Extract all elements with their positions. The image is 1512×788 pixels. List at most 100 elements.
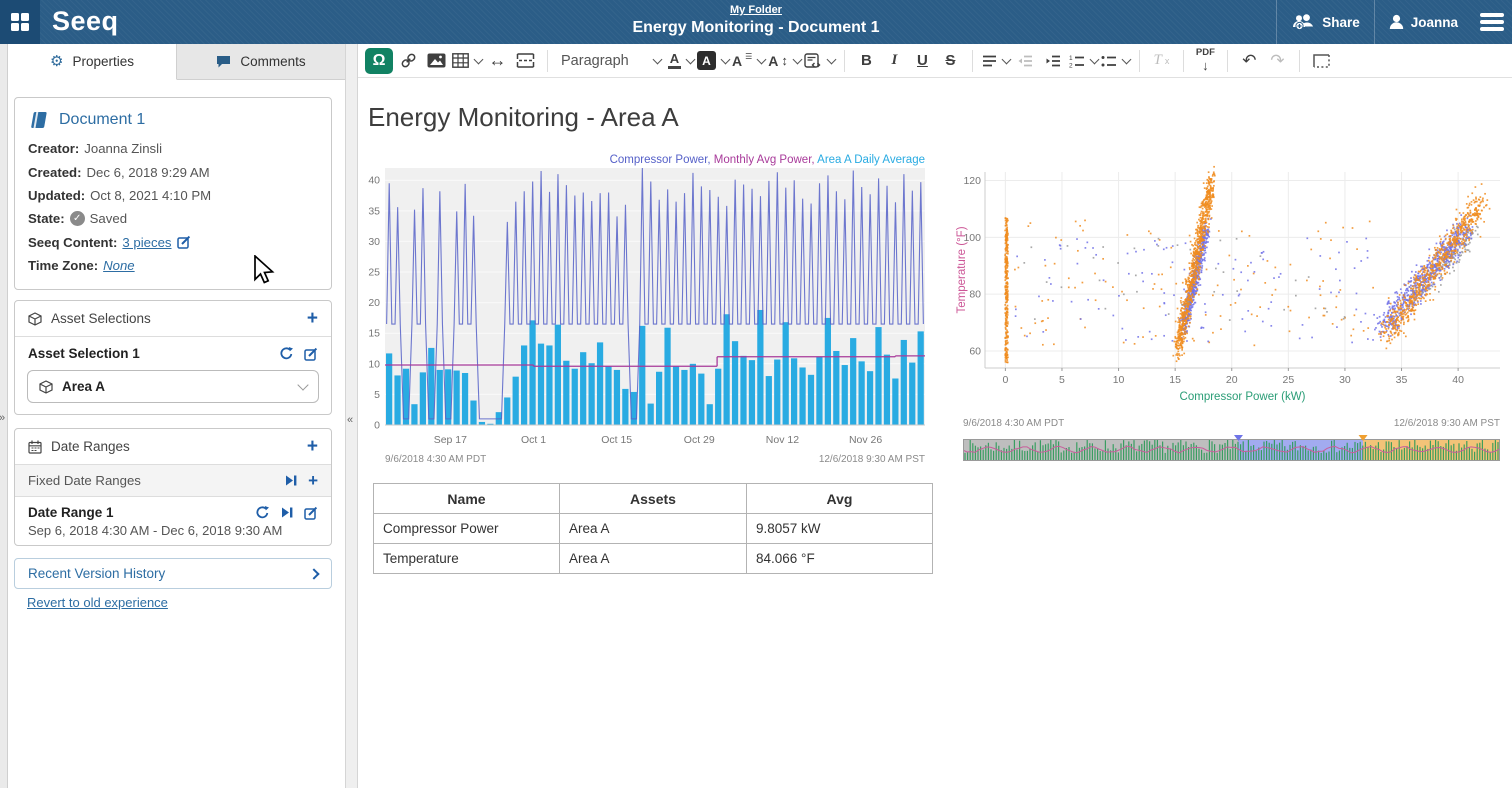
underline-button[interactable]: U [917,52,928,69]
add-asset-selection-button[interactable]: + [306,308,318,329]
svg-text:2: 2 [1069,62,1073,68]
toolbar-divider [971,49,973,72]
asset-selections-header: Asset Selections + [15,301,331,337]
revert-link[interactable]: Revert to old experience [27,595,168,610]
svg-text:100: 100 [963,232,981,244]
step-to-end-icon[interactable] [280,506,294,519]
hamburger-menu-button[interactable] [1480,13,1504,31]
export-pdf-button[interactable]: PDF ↓ [1195,46,1215,74]
chevron-down-icon [685,54,696,64]
svg-text:Oct 29: Oct 29 [684,434,715,446]
bar-chart[interactable]: 0 5 10 15 20 25 30 35 40 Sep 17 Oct 1 Oct 15 Oct 29 N… [360,150,935,470]
table-row: Temperature Area A 84.066 °F [373,543,933,574]
italic-button[interactable]: I [891,52,898,68]
sidebar-tabs: ⚙ Properties Comments [8,44,345,80]
svg-text:Temperature (°F): Temperature (°F) [956,226,968,313]
svg-text:Oct 15: Oct 15 [601,434,632,446]
bullet-list-button[interactable] [1101,48,1132,74]
edit-icon[interactable] [304,347,318,361]
breadcrumb[interactable]: My Folder [730,4,782,16]
strikethrough-button[interactable]: S [945,52,956,69]
svg-text:15: 15 [368,328,380,340]
user-menu[interactable]: Joanna [1389,14,1458,30]
asset-dropdown-value: Area A [62,379,106,394]
refresh-icon[interactable] [255,505,270,520]
document-editor: Ω [358,44,1512,788]
add-date-range-button[interactable]: + [306,436,318,457]
refresh-icon[interactable] [279,346,294,361]
scatter-start-date: 9/6/2018 4:30 AM PDT [963,418,1065,429]
svg-text:Compressor Power, Monthly Avg: Compressor Power, Monthly Avg Power, Are… [610,154,925,166]
svg-text:Oct 1: Oct 1 [521,434,546,446]
paragraph-style-dropdown[interactable]: Paragraph [557,48,665,74]
edit-icon[interactable] [176,235,191,249]
left-collapse-rail[interactable]: » [0,44,8,788]
toolbar-divider [843,49,845,72]
timeline-strip[interactable] [963,435,1500,462]
share-button[interactable]: Share [1291,13,1360,31]
edit-icon[interactable] [304,506,318,520]
editor-toolbar: Ω [358,44,1512,78]
svg-text:35: 35 [368,205,380,217]
timezone-row: Time Zone: None [28,258,135,274]
highlight-color-button[interactable]: A [697,48,731,74]
scatter-date-range: 9/6/2018 4:30 AM PDT 12/6/2018 9:30 AM P… [963,418,1500,429]
font-family-button[interactable]: A ☰ [732,48,767,74]
font-color-icon: A [668,52,681,69]
chevron-down-icon [720,54,731,64]
fixed-date-ranges-row: Fixed Date Ranges + [15,465,331,497]
user-icon [1389,14,1403,29]
insert-link-button[interactable] [396,48,421,74]
svg-text:25: 25 [1282,374,1294,386]
app-switcher-button[interactable] [0,0,40,44]
code-block-button[interactable] [804,48,837,74]
font-color-button[interactable]: A [668,48,696,74]
align-icon [982,55,996,66]
page-margins-button[interactable] [1309,48,1334,74]
date-ranges-header: Date Ranges + [15,429,331,465]
table-header-row: Name Assets Avg [373,483,933,514]
add-fixed-range-button[interactable]: + [308,471,318,490]
tab-comments-label: Comments [240,54,306,69]
page-break-button[interactable] [513,48,538,74]
step-to-end-icon[interactable] [284,474,298,487]
redo-button[interactable]: ↷ [1270,50,1285,70]
svg-text:40: 40 [368,175,380,187]
tab-comments[interactable]: Comments [177,44,345,79]
divider [1276,0,1278,44]
chevron-right-icon [308,567,320,580]
date-ranges-card: Date Ranges + Fixed Date Ranges + Date R… [14,428,332,546]
font-size-button[interactable]: A ↕ [768,48,803,74]
toolbar-divider [1138,49,1140,72]
page-title: Energy Monitoring - Document 1 [632,19,880,36]
bullet-list-icon [1101,55,1116,66]
outdent-button[interactable] [1013,48,1038,74]
undo-button[interactable]: ↶ [1242,50,1257,70]
timezone-link[interactable]: None [103,258,135,274]
top-bar: Seeq My Folder Energy Monitoring - Docum… [0,0,1512,44]
seeq-logo[interactable]: Seeq [52,6,119,36]
sidebar-collapse-divider[interactable]: « [345,44,358,788]
user-name: Joanna [1410,14,1458,30]
asset-dropdown[interactable]: Area A [27,370,319,403]
bold-button[interactable]: B [861,52,872,69]
insert-image-button[interactable] [424,48,449,74]
scatter-chart[interactable]: 0 5 10 15 20 25 30 35 40 60 80 100 120 Compressor Pow… [955,160,1512,410]
collapse-chevron-icon: « [347,414,354,426]
table-row: Compressor Power Area A 9.8057 kW [373,513,933,544]
insert-seeq-content-button[interactable]: Ω [365,47,393,74]
created-row: Created: Dec 6, 2018 9:29 AM [28,164,210,180]
resize-content-button[interactable]: ↔ [488,50,507,70]
insert-table-button[interactable] [452,48,484,74]
content-pieces-link[interactable]: 3 pieces [122,234,172,250]
indent-button[interactable] [1041,48,1066,74]
svg-text:12/6/2018 9:30 AM PST: 12/6/2018 9:30 AM PST [819,454,925,465]
scatter-end-date: 12/6/2018 9:30 AM PST [1393,418,1500,429]
tab-properties[interactable]: ⚙ Properties [8,44,177,80]
align-button[interactable] [982,48,1012,74]
col-assets: Assets [559,483,747,514]
recent-version-history-button[interactable]: Recent Version History [14,558,332,589]
grid-icon [11,13,29,31]
